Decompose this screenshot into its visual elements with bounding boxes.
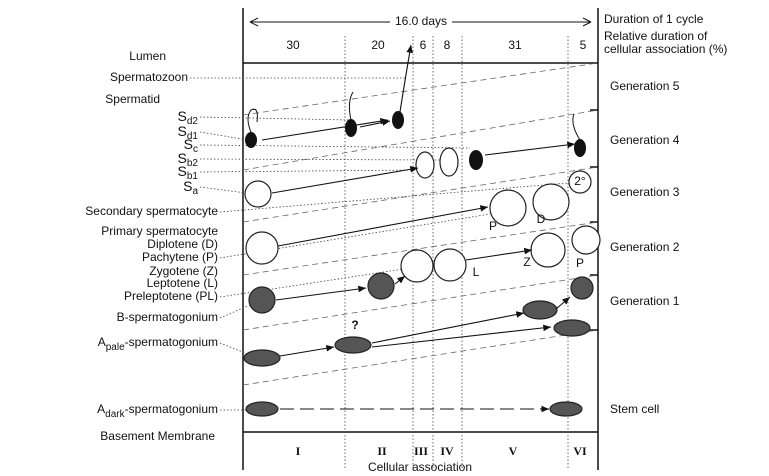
label-base: S	[178, 123, 187, 139]
label-base: S	[183, 178, 192, 194]
frame	[242, 8, 599, 470]
left-label: Spermatozoon	[110, 70, 188, 84]
question-mark: ?	[351, 318, 358, 332]
generation-dashes	[242, 62, 599, 386]
label-sub: a	[192, 186, 198, 197]
left-label: Pachytene (P)	[142, 250, 218, 264]
cycle-arrow	[249, 17, 592, 27]
left-label: Diplotene (D)	[147, 237, 218, 251]
left-label: B-spermatogonium	[117, 310, 218, 324]
label-rest: -spermatogonium	[125, 402, 218, 416]
percentage: 20	[371, 38, 385, 52]
label-base: S	[178, 163, 187, 179]
left-label: Lumen	[129, 49, 166, 63]
cell-mark: 2°	[574, 174, 586, 188]
cell-mark: P	[576, 256, 584, 270]
label-sub: pale	[106, 342, 125, 353]
cell-mark: Z	[523, 255, 530, 269]
label-sub: d2	[187, 116, 199, 127]
stage: II	[377, 444, 387, 458]
left-label: Spermatid	[105, 92, 160, 106]
arrows	[261, 44, 576, 413]
left-label: Adark-spermatogonium	[97, 402, 218, 419]
cycle-length: 16.0 days	[395, 14, 447, 28]
left-label: Sa	[183, 178, 198, 197]
stage: III	[414, 444, 428, 458]
percentage: 5	[580, 38, 587, 52]
left-label: Zygotene (Z)	[149, 264, 218, 278]
cells	[243, 91, 601, 417]
label-sub: b1	[187, 171, 199, 182]
label-rest: -spermatogonium	[125, 335, 218, 349]
right-label: Generation 2	[610, 240, 680, 254]
label-base: S	[184, 136, 193, 152]
label-base: S	[178, 108, 187, 124]
right-label: Generation 3	[610, 185, 680, 199]
label-base: A	[98, 335, 106, 349]
left-label: Basement Membrane	[100, 429, 215, 443]
stage: V	[509, 444, 518, 458]
left-label: Sb1	[178, 163, 199, 182]
percentage: 30	[286, 38, 300, 52]
relative-label: cellular association (%)	[604, 42, 727, 56]
label-sub: b2	[187, 158, 199, 169]
left-label: Apale-spermatogonium	[98, 335, 218, 352]
cell-mark: P	[489, 219, 497, 233]
label-base: A	[97, 402, 105, 416]
label-sub: dark	[105, 409, 125, 420]
right-label: Generation 4	[610, 133, 680, 147]
left-label: Sd2	[178, 108, 199, 127]
percentage: 6	[420, 38, 427, 52]
cell-mark: D	[537, 212, 546, 226]
label-base: S	[178, 150, 187, 166]
label-sub: d1	[187, 131, 199, 142]
left-label: Preleptotene (PL)	[124, 289, 218, 303]
left-label: Sb2	[178, 150, 199, 169]
x-label: Cellular association	[368, 460, 472, 474]
stage: VI	[573, 444, 587, 458]
duration-label: Duration of 1 cycle	[604, 12, 704, 26]
left-label: Sc	[184, 136, 198, 155]
percentage: 31	[508, 38, 522, 52]
left-label: Sd1	[178, 123, 199, 142]
right-label: Generation 5	[610, 79, 680, 93]
stage: I	[296, 444, 301, 458]
relative-label: Relative duration of	[604, 29, 708, 43]
stage: IV	[440, 444, 454, 458]
percentage: 8	[444, 38, 451, 52]
left-label: Leptotene (L)	[147, 276, 218, 290]
left-label: Secondary spermatocyte	[85, 204, 218, 218]
left-label: Primary spermatocyte	[101, 224, 218, 238]
cell-mark: L	[473, 265, 480, 279]
right-label: Generation 1	[610, 294, 680, 308]
label-sub: c	[193, 144, 198, 155]
right-label: Stem cell	[610, 402, 659, 416]
